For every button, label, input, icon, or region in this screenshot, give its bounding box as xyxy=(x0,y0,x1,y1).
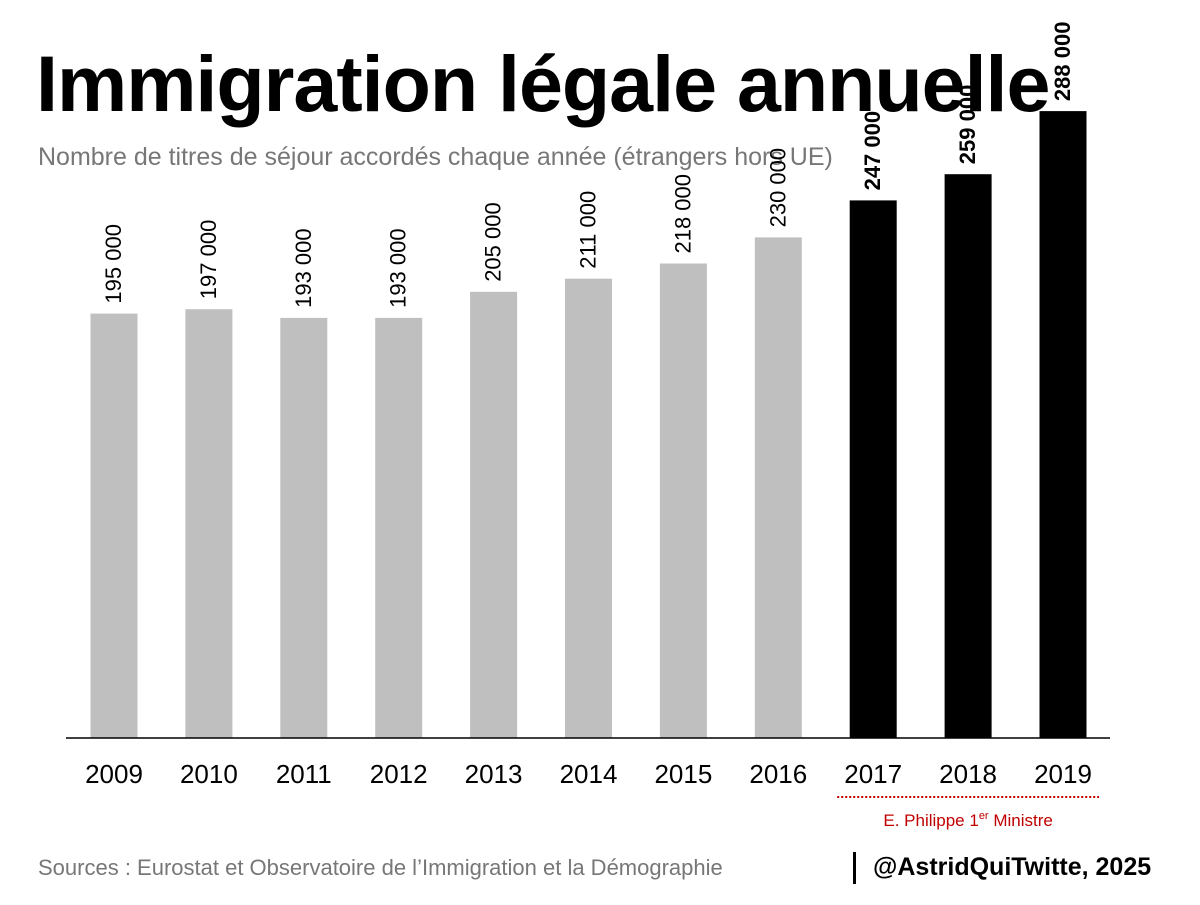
x-tick-2014: 2014 xyxy=(560,759,618,789)
bar-2016 xyxy=(754,237,802,738)
x-tick-2019: 2019 xyxy=(1034,759,1092,789)
sources-note: Sources : Eurostat et Observatoire de l’… xyxy=(38,855,723,880)
value-label-2011: 193 000 xyxy=(291,228,316,308)
bar-2019 xyxy=(1039,111,1087,739)
bar-2011 xyxy=(280,317,328,738)
value-label-2010: 197 000 xyxy=(196,220,221,300)
annotation-label: E. Philippe 1er Ministre xyxy=(883,810,1052,830)
value-label-2017: 247 000 xyxy=(860,111,885,191)
x-tick-2012: 2012 xyxy=(370,759,428,789)
x-tick-2016: 2016 xyxy=(749,759,807,789)
author-credit: @AstridQuiTwitte, 2025 xyxy=(873,853,1152,881)
x-tick-2015: 2015 xyxy=(654,759,712,789)
bar-2018 xyxy=(944,174,992,738)
value-label-2015: 218 000 xyxy=(670,174,695,254)
value-label-2014: 211 000 xyxy=(576,191,601,269)
value-label-2019: 288 000 xyxy=(1050,22,1075,102)
value-label-2013: 205 000 xyxy=(481,202,506,282)
x-tick-2010: 2010 xyxy=(180,759,238,789)
bar-2014 xyxy=(565,278,612,738)
annotation-superscript: er xyxy=(979,810,989,822)
value-label-2016: 230 000 xyxy=(765,148,790,228)
x-tick-2011: 2011 xyxy=(276,759,332,789)
bar-2013 xyxy=(470,291,518,738)
credit-divider xyxy=(853,852,856,884)
x-tick-2013: 2013 xyxy=(465,759,523,789)
annotation-suffix: Ministre xyxy=(989,811,1053,830)
bar-2010 xyxy=(185,309,233,738)
value-label-2018: 259 000 xyxy=(955,85,980,165)
value-label-2012: 193 000 xyxy=(386,228,411,308)
x-tick-2018: 2018 xyxy=(939,759,997,789)
value-label-2009: 195 000 xyxy=(101,224,126,304)
bar-2012 xyxy=(375,317,423,738)
chart-title: Immigration légale annuelle xyxy=(36,39,1050,128)
bar-2015 xyxy=(659,263,707,738)
chart-subtitle: Nombre de titres de séjour accordés chaq… xyxy=(38,143,833,171)
x-tick-2017: 2017 xyxy=(844,759,902,789)
x-tick-2009: 2009 xyxy=(85,759,143,789)
annotation-main: E. Philippe 1 xyxy=(883,811,978,830)
bar-2009 xyxy=(90,313,138,738)
bar-2017 xyxy=(849,200,897,738)
